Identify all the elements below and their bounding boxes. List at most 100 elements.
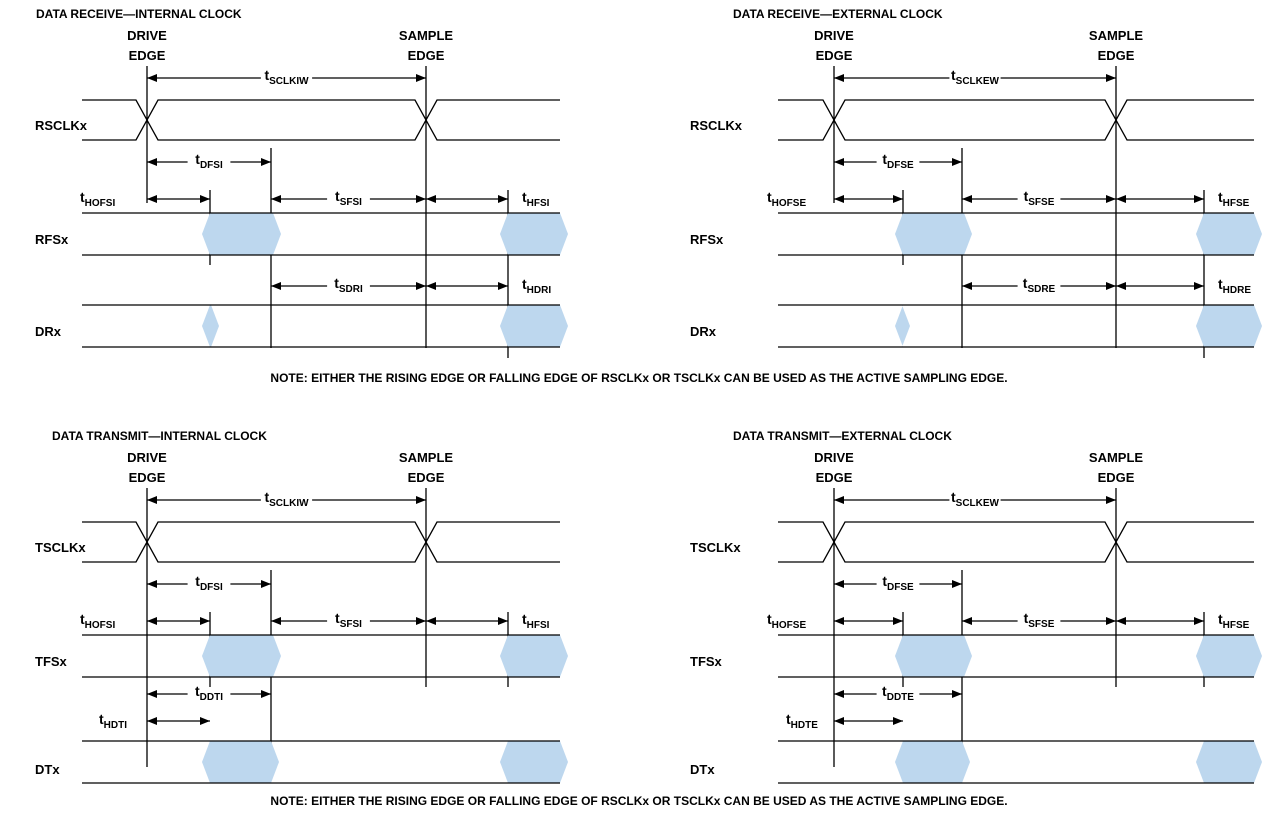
valid-data-region [895, 741, 970, 783]
timing-symbol-t: t [1023, 275, 1028, 291]
clock-signal-label: TSCLKx [690, 540, 741, 555]
timing-parameter-label: tSCLKIW [264, 67, 309, 87]
frame-sync-signal-label: RFSx [35, 232, 69, 247]
frame-sync-signal-label: TFSx [690, 654, 723, 669]
timing-symbol-t: t [1218, 611, 1223, 627]
data-signal-label: DTx [690, 762, 715, 777]
timing-parameter-label: tHFSE [1218, 611, 1250, 631]
timing-subscript: HDRI [527, 285, 552, 296]
clock-signal-label: RSCLKx [35, 118, 88, 133]
timing-subscript: HOFSE [772, 620, 807, 631]
timing-symbol-t: t [1218, 189, 1223, 205]
timing-subscript: SFSE [1028, 619, 1054, 630]
timing-subscript: HOFSI [85, 620, 116, 631]
timing-subscript: SCLKEW [956, 76, 1000, 87]
timing-symbol-t: t [786, 711, 791, 727]
timing-symbol-t: t [1218, 276, 1223, 292]
timing-subscript: SDRE [1027, 284, 1055, 295]
timing-symbol-t: t [335, 188, 340, 204]
timing-symbol-t: t [522, 276, 527, 292]
data-signal-label: DRx [35, 324, 62, 339]
timing-parameter-label: tSCLKEW [951, 67, 1000, 87]
note-text: NOTE: EITHER THE RISING EDGE OR FALLING … [270, 794, 1007, 808]
timing-parameter-label: tDFSI [195, 151, 223, 171]
timing-panel-1: DATA RECEIVE—INTERNAL CLOCK DRIVE EDGE SAMP… [35, 7, 568, 358]
timing-symbol-t: t [767, 189, 772, 205]
timing-symbol-t: t [882, 573, 887, 589]
timing-subscript: SCLKEW [956, 498, 1000, 509]
drive-edge-label: EDGE [129, 48, 166, 63]
timing-subscript: HDTE [791, 720, 819, 731]
valid-data-region [1196, 213, 1262, 255]
timing-subscript: HFSE [1223, 620, 1250, 631]
valid-data-region [895, 213, 972, 255]
panel-title: DATA TRANSMIT—INTERNAL CLOCK [52, 429, 267, 443]
timing-parameter-label: tHFSI [522, 189, 550, 209]
panel-title: DATA RECEIVE—EXTERNAL CLOCK [733, 7, 943, 21]
clock-waveform [778, 99, 1254, 141]
timing-subscript: SFSE [1028, 197, 1054, 208]
panel-title: DATA TRANSMIT—EXTERNAL CLOCK [733, 429, 952, 443]
timing-subscript: DFSE [887, 160, 914, 171]
timing-symbol-t: t [195, 683, 200, 699]
timing-parameter-label: tHOFSE [767, 189, 806, 209]
timing-symbol-t: t [264, 67, 269, 83]
timing-symbol-t: t [1024, 610, 1029, 626]
drive-edge-label: DRIVE [814, 450, 854, 465]
timing-subscript: DFSI [200, 160, 223, 171]
valid-data-region [1196, 741, 1262, 783]
timing-subscript: HOFSI [85, 198, 116, 209]
drive-edge-label: DRIVE [127, 450, 167, 465]
timing-symbol-t: t [951, 67, 956, 83]
timing-panel-3: DATA TRANSMIT—INTERNAL CLOCK DRIVE EDGE SAM… [35, 429, 568, 784]
timing-subscript: SFSI [340, 619, 362, 630]
timing-panel-4: DATA TRANSMIT—EXTERNAL CLOCK DRIVE EDGE SAM… [690, 429, 1262, 784]
data-signal-label: DTx [35, 762, 60, 777]
clock-waveform [778, 521, 1254, 563]
timing-subscript: SFSI [340, 197, 362, 208]
valid-data-region [895, 305, 910, 347]
drive-edge-label: EDGE [816, 470, 853, 485]
valid-data-region [1196, 305, 1262, 347]
drive-edge-label: DRIVE [814, 28, 854, 43]
timing-subscript: HFSI [527, 198, 550, 209]
clock-waveform [82, 521, 560, 563]
timing-symbol-t: t [522, 611, 527, 627]
timing-parameter-label: tHOFSI [80, 189, 115, 209]
timing-parameter-label: tHOFSE [767, 611, 806, 631]
timing-symbol-t: t [522, 189, 527, 205]
frame-sync-signal-label: RFSx [690, 232, 724, 247]
timing-parameter-label: tDFSI [195, 573, 223, 593]
timing-symbol-t: t [767, 611, 772, 627]
timing-parameter-label: tSFSI [335, 188, 362, 208]
timing-symbol-t: t [951, 489, 956, 505]
timing-parameter-label: tDDTI [195, 683, 223, 703]
timing-parameter-label: tDDTE [882, 683, 914, 703]
sample-edge-label: EDGE [408, 470, 445, 485]
timing-subscript: DDTE [887, 692, 915, 703]
sample-edge-label: SAMPLE [399, 450, 454, 465]
valid-data-region [202, 213, 281, 255]
timing-subscript: DDTI [200, 692, 224, 703]
timing-parameter-label: tDFSE [882, 151, 914, 171]
timing-subscript: SCLKIW [269, 498, 309, 509]
clock-waveform [778, 99, 1254, 141]
timing-parameter-label: tDFSE [882, 573, 914, 593]
timing-symbol-t: t [1024, 188, 1029, 204]
note-text: NOTE: EITHER THE RISING EDGE OR FALLING … [270, 371, 1007, 385]
timing-parameter-label: tHDRE [1218, 276, 1251, 296]
timing-symbol-t: t [195, 573, 200, 589]
timing-parameter-label: tHDRI [522, 276, 551, 296]
timing-symbol-t: t [195, 151, 200, 167]
timing-subscript: SDRI [339, 284, 363, 295]
clock-waveform [82, 521, 560, 563]
clock-waveform [82, 99, 560, 141]
timing-symbol-t: t [335, 610, 340, 626]
timing-parameter-label: tSCLKIW [264, 489, 309, 509]
timing-symbol-t: t [80, 189, 85, 205]
sample-edge-label: SAMPLE [1089, 28, 1144, 43]
valid-data-region [202, 635, 281, 677]
drive-edge-label: DRIVE [127, 28, 167, 43]
timing-parameter-label: tSFSE [1024, 610, 1055, 630]
timing-subscript: HDTI [104, 720, 128, 731]
